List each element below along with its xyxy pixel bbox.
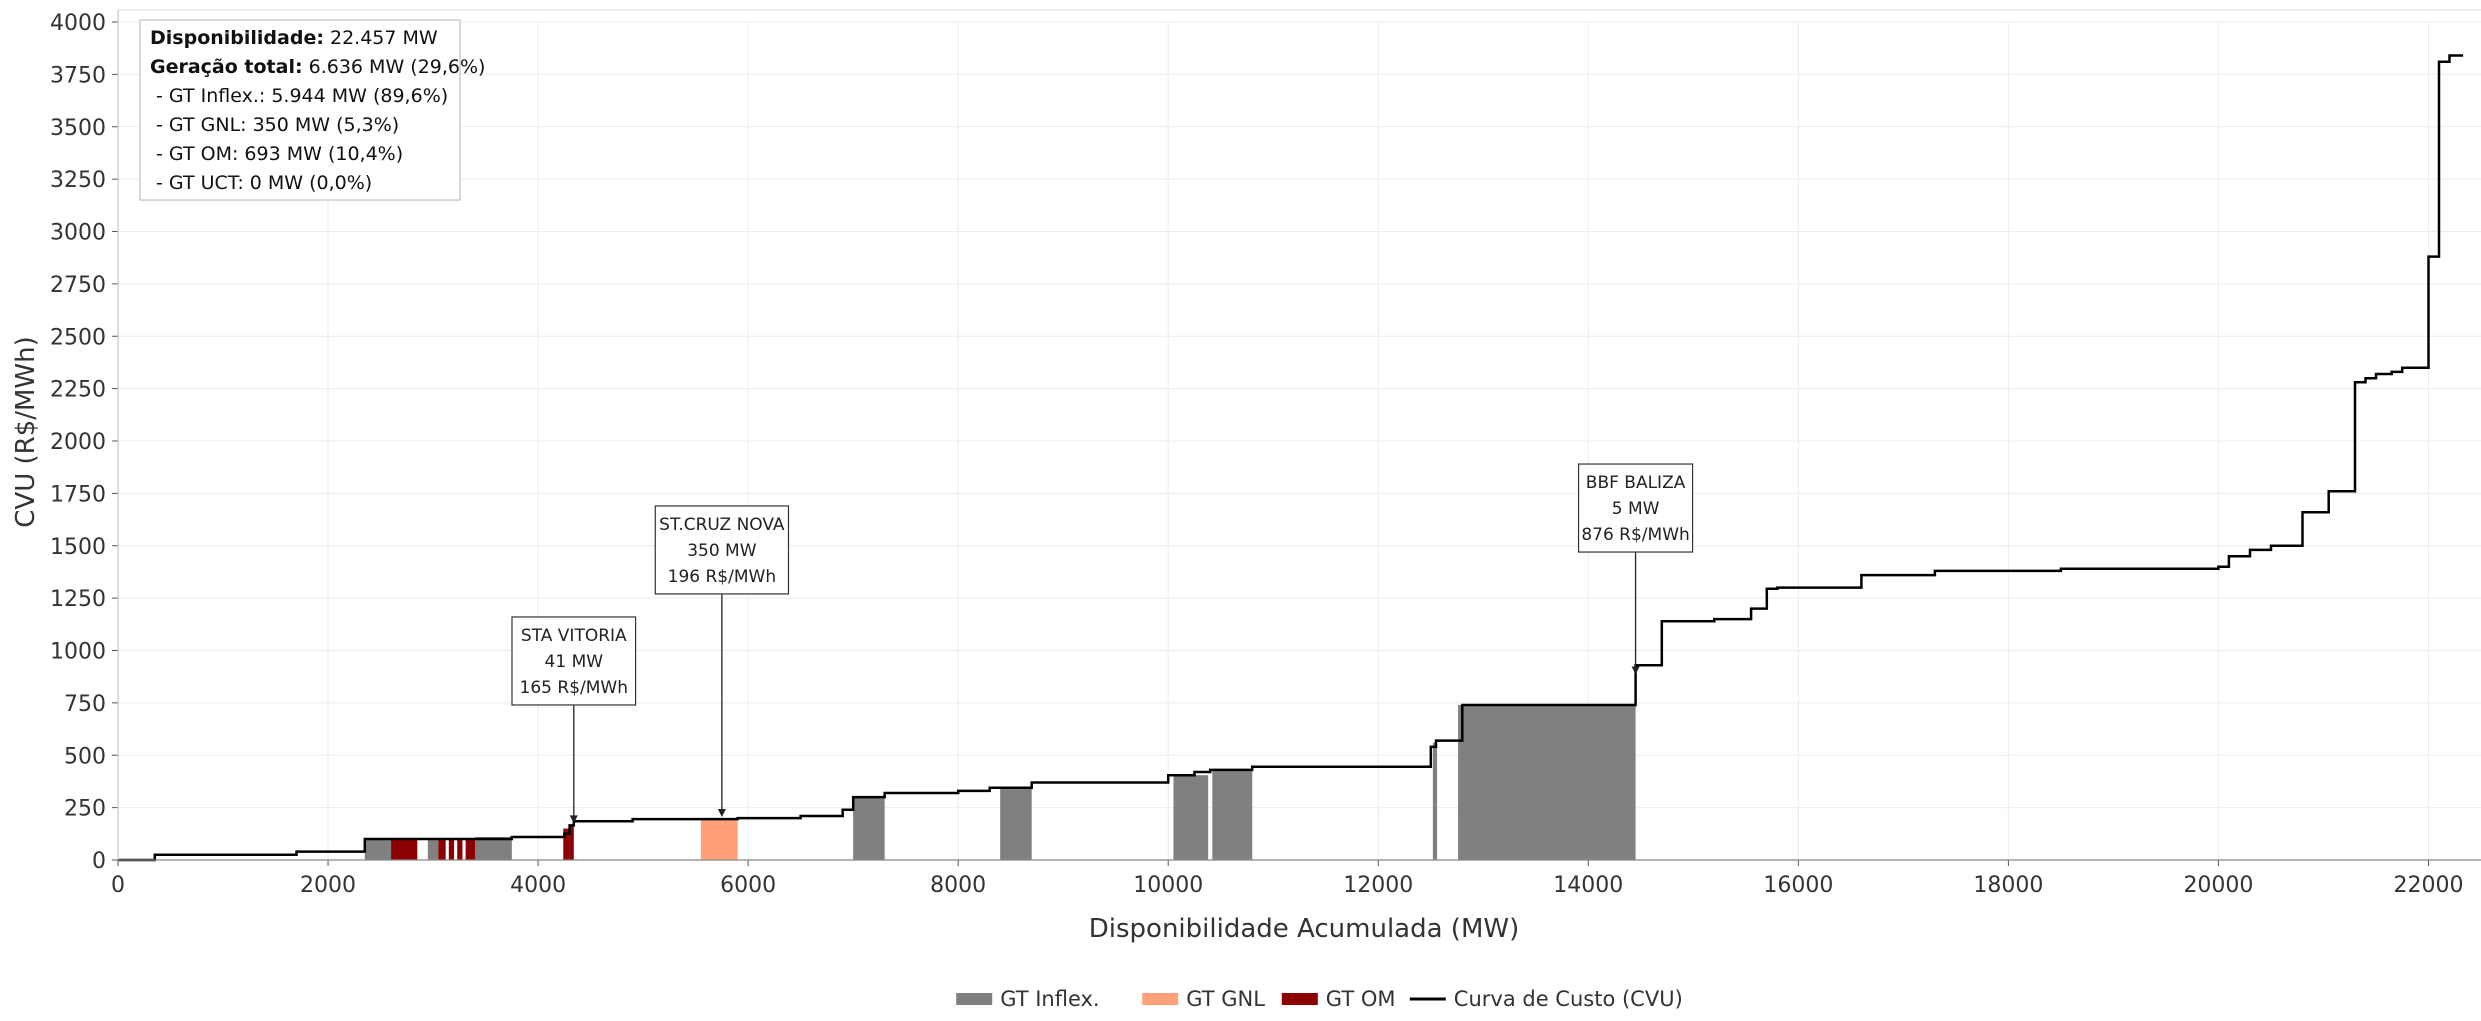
y-tick-label: 2750 — [50, 273, 106, 298]
y-tick-label: 3250 — [50, 168, 106, 193]
bar-gt-inflex — [1458, 704, 1636, 860]
annotation-text: 876 R$/MWh — [1581, 525, 1689, 545]
annotation-text: 350 MW — [687, 541, 757, 561]
x-tick-label: 22000 — [2393, 873, 2463, 898]
bar-gt-om — [569, 825, 574, 860]
info-line-om: - GT OM: 693 MW (10,4%) — [150, 143, 403, 165]
legend-swatch — [956, 993, 993, 1005]
annotation-arrowhead — [717, 808, 726, 817]
y-tick-label: 2500 — [50, 325, 106, 350]
x-tick-label: 8000 — [930, 873, 986, 898]
grid-lines — [117, 21, 2481, 861]
info-line-inflex: - GT Inflex.: 5.944 MW (89,6%) — [150, 85, 448, 107]
y-tick-label: 3750 — [50, 63, 106, 88]
annotation-text: STA VITORIA — [521, 626, 627, 646]
y-tick-label: 2000 — [50, 430, 106, 455]
x-tick-label: 4000 — [510, 873, 566, 898]
bar-gt-inflex — [427, 839, 439, 860]
legend-swatch — [1281, 993, 1318, 1005]
legend-item: Curva de Custo (CVU) — [1409, 987, 1683, 1011]
legend-item: GT OM — [1281, 987, 1396, 1011]
y-tick-label: 3000 — [50, 221, 106, 246]
annotation-callout: ST.CRUZ NOVA 350 MW 196 R$/MWh — [654, 505, 790, 817]
y-tick-label: 1750 — [50, 482, 106, 507]
x-tick-label: 6000 — [720, 873, 776, 898]
bar-gt-om — [563, 828, 570, 860]
bar-gt-om — [391, 839, 418, 860]
x-tick-label: 0 — [111, 873, 125, 898]
legend: GT Inflex. GT GNL GT OM Curva de Custo (CVU… — [956, 987, 1683, 1011]
annotation-box — [654, 505, 790, 595]
bar-gt-om — [465, 839, 476, 860]
legend-item: GT GNL — [1142, 987, 1265, 1011]
annotation-text: BBF BALIZA — [1586, 473, 1686, 493]
bar-gt-om — [448, 839, 455, 860]
annotations: STA VITORIA 41 MW 165 R$/MWh ST.CRUZ NOVA 35… — [511, 463, 1694, 824]
y-tick-label: 3500 — [50, 116, 106, 141]
bar-gt-om — [457, 839, 463, 860]
annotation-text: 5 MW — [1612, 499, 1660, 519]
annotation-callout: STA VITORIA 41 MW 165 R$/MWh — [511, 616, 637, 824]
y-tick-label: 500 — [64, 744, 106, 769]
x-tick-label: 16000 — [1763, 873, 1833, 898]
info-line-total-generation: Geração total: 6.636 MW (29,6%) — [150, 56, 485, 78]
summary-info-box: Disponibilidade: 22.457 MW Geração total… — [139, 19, 485, 201]
x-tick-label: 14000 — [1553, 873, 1623, 898]
y-tick-label: 4000 — [50, 11, 106, 36]
x-tick-label: 10000 — [1133, 873, 1203, 898]
info-line-availability: Disponibilidade: 22.457 MW — [150, 27, 438, 49]
bar-gt-gnl — [700, 818, 738, 860]
annotation-callout: BBF BALIZA 5 MW 876 R$/MWh — [1577, 463, 1694, 675]
bar-gt-inflex — [1432, 742, 1438, 860]
annotation-box — [511, 616, 637, 706]
y-tick-label: 250 — [64, 797, 106, 822]
cost-curve-line — [118, 54, 2464, 862]
annotation-text: 165 R$/MWh — [520, 678, 628, 698]
axes: 0 2000 4000 6000 8000 10000 12000 14000 16000 180… — [50, 9, 2481, 898]
annotation-text: 196 R$/MWh — [668, 567, 776, 587]
info-line-uct: - GT UCT: 0 MW (0,0%) — [150, 172, 372, 194]
legend-label: Curva de Custo (CVU) — [1454, 987, 1683, 1011]
annotation-text: ST.CRUZ NOVA — [659, 515, 785, 535]
bar-gt-inflex — [364, 839, 392, 860]
bar-gt-inflex — [475, 836, 512, 860]
y-tick-label: 1000 — [50, 640, 106, 665]
y-tick-label: 750 — [64, 692, 106, 717]
generation-bars — [364, 704, 1636, 860]
info-line-gnl: - GT GNL: 350 MW (5,3%) — [150, 114, 399, 136]
annotation-box — [1577, 463, 1694, 553]
annotation-arrowhead — [569, 815, 578, 824]
y-tick-label: 0 — [92, 849, 106, 874]
bar-gt-om — [438, 839, 446, 860]
legend-label: GT Inflex. — [1000, 987, 1099, 1011]
bar-gt-inflex — [853, 797, 885, 860]
bar-gt-inflex — [1212, 769, 1253, 860]
legend-swatch — [1142, 993, 1179, 1005]
legend-label: GT OM — [1326, 987, 1396, 1011]
annotation-arrowhead — [1631, 666, 1640, 675]
y-axis-title: CVU (R$/MWh) — [11, 336, 41, 528]
x-tick-label: 20000 — [2183, 873, 2253, 898]
y-tick-label: 2250 — [50, 378, 106, 403]
x-tick-label: 2000 — [300, 873, 356, 898]
cost-curve-layer — [118, 54, 2464, 862]
legend-label: GT GNL — [1186, 987, 1265, 1011]
y-tick-label: 1500 — [50, 535, 106, 560]
legend-item: GT Inflex. — [956, 987, 1100, 1011]
x-tick-label: 18000 — [1973, 873, 2043, 898]
annotation-text: 41 MW — [545, 652, 604, 672]
bar-gt-inflex — [1000, 787, 1032, 860]
bar-gt-inflex — [1173, 775, 1209, 860]
x-axis-title: Disponibilidade Acumulada (MW) — [1089, 914, 1519, 944]
x-tick-label: 12000 — [1343, 873, 1413, 898]
y-tick-label: 1250 — [50, 587, 106, 612]
